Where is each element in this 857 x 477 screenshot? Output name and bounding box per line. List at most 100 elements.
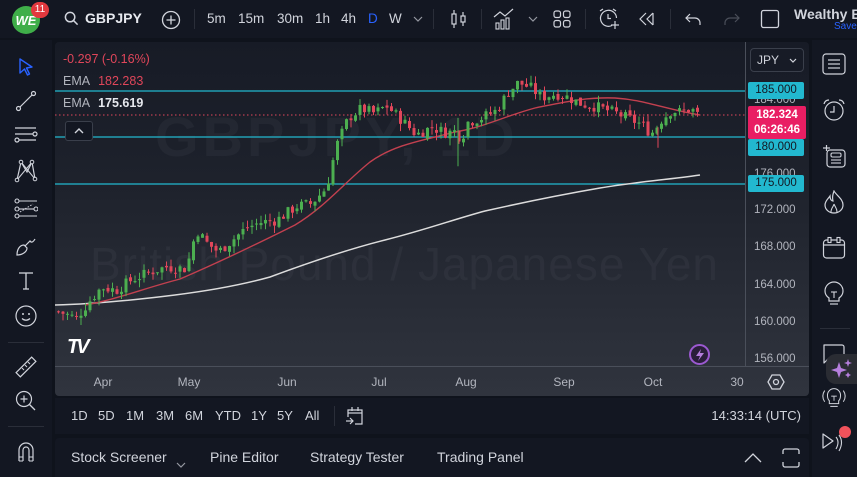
compare-symbol-button[interactable] xyxy=(160,9,182,31)
ema-slow-line xyxy=(55,174,701,306)
tab-strategy-tester[interactable]: Strategy Tester xyxy=(310,449,404,465)
alert-button[interactable] xyxy=(597,7,621,31)
maximize-panel-button[interactable] xyxy=(782,448,802,468)
alarm-plus-icon xyxy=(599,8,619,29)
tab-pine-editor[interactable]: Pine Editor xyxy=(210,449,279,465)
rewind-icon xyxy=(639,12,654,26)
zoom-in-icon xyxy=(15,390,36,411)
legend-ema-fast[interactable]: EMA 182.283 xyxy=(63,74,144,88)
price-tick: 164.000 xyxy=(754,279,796,291)
stock-screener-dropdown[interactable] xyxy=(176,455,186,468)
symbol-search[interactable]: GBPJPY xyxy=(64,10,142,26)
layout-name[interactable]: Wealthy E xyxy=(794,6,857,22)
utc-clock[interactable]: 14:33:14 (UTC) xyxy=(711,408,801,423)
text-tool[interactable] xyxy=(13,268,39,294)
tradingview-logo[interactable]: TV xyxy=(67,336,89,358)
save-button[interactable]: Save xyxy=(834,21,857,32)
lightbulb-icon xyxy=(824,281,844,305)
go-to-date-button[interactable] xyxy=(345,406,365,426)
currency-selector[interactable]: JPY xyxy=(750,48,804,72)
plus-circle-icon xyxy=(161,10,181,30)
chart-type-button[interactable] xyxy=(448,8,470,30)
range-all[interactable]: All xyxy=(305,408,320,423)
magnet-tool[interactable] xyxy=(13,438,39,464)
fullscreen-button[interactable] xyxy=(759,8,781,30)
tab-trading-panel[interactable]: Trading Panel xyxy=(437,449,524,465)
level-label-175: 175.000 xyxy=(748,175,804,192)
replay-button[interactable] xyxy=(637,9,657,29)
watchlist-button[interactable] xyxy=(820,50,848,78)
hotlists-button[interactable] xyxy=(820,188,848,216)
ema-fast-line xyxy=(84,97,701,306)
measure-tool[interactable] xyxy=(13,354,39,380)
broadcast-bulb-icon xyxy=(822,388,846,407)
price-tick: 168.000 xyxy=(754,241,796,253)
layouts-button[interactable] xyxy=(551,8,573,30)
price-tick: 156.000 xyxy=(754,353,796,365)
indicators-dropdown[interactable] xyxy=(527,13,539,25)
lightning-icon xyxy=(695,348,704,361)
time-tick: Sep xyxy=(553,375,575,389)
timeframe-d[interactable]: D xyxy=(368,11,378,26)
news-flash-button[interactable] xyxy=(689,344,710,365)
candlestick-series xyxy=(57,75,699,326)
time-axis[interactable]: Apr May Jun Jul Aug Sep Oct 30 xyxy=(55,366,809,396)
timeframe-15m[interactable]: 15m xyxy=(238,11,265,26)
chart-settings-button[interactable] xyxy=(767,373,785,391)
brush-tool[interactable] xyxy=(13,233,39,259)
horizontal-lines-tool[interactable] xyxy=(13,122,39,148)
date-range-bar: 1D 5D 1M 3M 6M YTD 1Y 5Y All 14:33:14 (U… xyxy=(55,398,809,434)
range-3m[interactable]: 3M xyxy=(156,408,175,423)
range-5y[interactable]: 5Y xyxy=(277,408,293,423)
calendar-arrow-icon xyxy=(346,407,363,425)
timeframe-5m[interactable]: 5m xyxy=(207,11,226,26)
candles-icon xyxy=(451,10,466,28)
indicators-icon xyxy=(493,8,514,30)
calendar-icon xyxy=(822,236,846,259)
range-5d[interactable]: 5D xyxy=(98,408,115,423)
timeframe-30m[interactable]: 30m xyxy=(277,11,304,26)
timeframe-w[interactable]: W xyxy=(389,11,402,26)
flame-icon xyxy=(824,190,844,214)
timeframe-dropdown[interactable] xyxy=(412,13,424,25)
range-1y[interactable]: 1Y xyxy=(251,408,267,423)
range-6m[interactable]: 6M xyxy=(185,408,204,423)
emoji-tool[interactable] xyxy=(13,303,39,329)
ideas-stream-button[interactable] xyxy=(820,384,848,412)
expand-panel-button[interactable] xyxy=(744,450,764,464)
collapse-legend-button[interactable] xyxy=(65,121,93,141)
sidebar-divider xyxy=(820,328,850,329)
range-1d[interactable]: 1D xyxy=(71,408,88,423)
toolbar-divider xyxy=(670,9,671,29)
price-axis[interactable]: JPY 184.000 176.000 172.000 168.000 164.… xyxy=(745,42,809,366)
smiley-icon xyxy=(15,305,37,327)
indicators-button[interactable] xyxy=(492,7,516,31)
level-label-180: 180.000 xyxy=(748,139,804,156)
pattern-tool[interactable] xyxy=(13,158,39,184)
chart-pane[interactable]: GBPJPY, 1D British Pound / Japanese Yen … xyxy=(55,42,809,396)
legend-ema-slow[interactable]: EMA 175.619 xyxy=(63,96,144,110)
range-ytd[interactable]: YTD xyxy=(215,408,241,423)
zoom-in-tool[interactable] xyxy=(13,388,39,414)
legend-change: -0.297 (-0.16%) xyxy=(63,52,150,66)
price-tick: 172.000 xyxy=(754,204,796,216)
timeframe-4h[interactable]: 4h xyxy=(341,11,357,26)
alerts-button[interactable] xyxy=(820,96,848,124)
cursor-arrow-icon xyxy=(19,58,33,76)
calendar-button[interactable] xyxy=(820,234,848,262)
object-tree-button[interactable] xyxy=(820,142,848,170)
undo-button[interactable] xyxy=(683,9,703,29)
redo-button[interactable] xyxy=(722,9,742,29)
range-1m[interactable]: 1M xyxy=(126,408,145,423)
ideas-button[interactable] xyxy=(820,280,848,308)
current-price-label: 182.324 06:26:46 xyxy=(748,106,806,139)
cursor-tool[interactable] xyxy=(13,54,39,80)
sparkles-icon xyxy=(830,359,852,378)
timeframe-1h[interactable]: 1h xyxy=(315,11,331,26)
time-tick: Aug xyxy=(455,375,477,389)
fib-tool[interactable] xyxy=(13,196,39,222)
ai-assistant-button[interactable] xyxy=(826,354,857,384)
trend-line-tool[interactable] xyxy=(13,88,39,114)
search-icon xyxy=(64,11,79,25)
tab-stock-screener[interactable]: Stock Screener xyxy=(71,449,167,465)
